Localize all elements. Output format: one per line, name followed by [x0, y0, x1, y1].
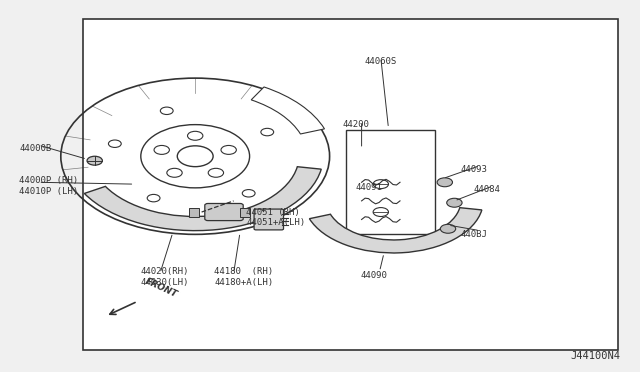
Text: 44000B: 44000B	[19, 144, 51, 153]
FancyBboxPatch shape	[254, 209, 284, 230]
Text: 44051 (RH)
44051+A(LH): 44051 (RH) 44051+A(LH)	[246, 208, 305, 227]
Text: FRONT: FRONT	[144, 277, 179, 299]
Circle shape	[437, 178, 452, 187]
Circle shape	[87, 156, 102, 165]
Circle shape	[440, 224, 456, 233]
Text: 44093: 44093	[461, 165, 488, 174]
FancyBboxPatch shape	[205, 203, 243, 221]
Text: 44090: 44090	[360, 271, 387, 280]
FancyBboxPatch shape	[83, 19, 618, 350]
Text: 44091: 44091	[355, 183, 382, 192]
Wedge shape	[84, 167, 321, 231]
Text: 44084: 44084	[474, 185, 500, 194]
Wedge shape	[252, 87, 324, 134]
Text: 44000P (RH)
44010P (LH): 44000P (RH) 44010P (LH)	[19, 176, 78, 196]
Text: 44060S: 44060S	[365, 57, 397, 66]
Text: 44200: 44200	[342, 120, 369, 129]
Text: 44020(RH)
44030(LH): 44020(RH) 44030(LH)	[141, 267, 189, 287]
Bar	[346, 130, 435, 234]
Wedge shape	[309, 208, 482, 253]
Text: 44180  (RH)
44180+A(LH): 44180 (RH) 44180+A(LH)	[214, 267, 273, 287]
FancyBboxPatch shape	[240, 208, 250, 217]
Text: J44100N4: J44100N4	[571, 351, 621, 361]
Text: 440BJ: 440BJ	[461, 230, 488, 239]
Circle shape	[447, 198, 462, 207]
FancyBboxPatch shape	[189, 208, 199, 217]
